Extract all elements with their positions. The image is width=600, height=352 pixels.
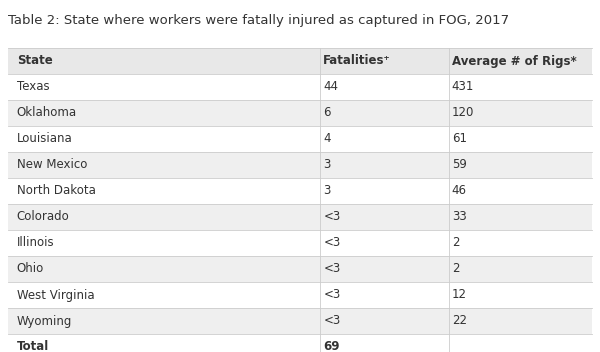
Bar	[8, 334, 592, 352]
Bar	[8, 282, 592, 308]
Bar	[8, 48, 592, 74]
Text: <3: <3	[323, 314, 341, 327]
Bar	[8, 178, 592, 204]
Text: Louisiana: Louisiana	[17, 132, 73, 145]
Text: 3: 3	[323, 184, 331, 197]
Bar	[8, 256, 592, 282]
Bar	[8, 230, 592, 256]
Text: North Dakota: North Dakota	[17, 184, 95, 197]
Text: 2: 2	[452, 263, 460, 276]
Text: 4: 4	[323, 132, 331, 145]
Text: West Virginia: West Virginia	[17, 289, 94, 302]
Text: 61: 61	[452, 132, 467, 145]
Text: 12: 12	[452, 289, 467, 302]
Text: Fatalities⁺: Fatalities⁺	[323, 55, 391, 68]
Text: 46: 46	[452, 184, 467, 197]
Text: Ohio: Ohio	[17, 263, 44, 276]
Text: Total: Total	[17, 340, 49, 352]
Text: 431: 431	[452, 81, 474, 94]
Text: Illinois: Illinois	[17, 237, 55, 250]
Bar	[8, 204, 592, 230]
Text: Texas: Texas	[17, 81, 49, 94]
Text: 2: 2	[452, 237, 460, 250]
Text: <3: <3	[323, 263, 341, 276]
Text: New Mexico: New Mexico	[17, 158, 87, 171]
Text: 59: 59	[452, 158, 467, 171]
Bar	[8, 74, 592, 100]
Text: <3: <3	[323, 289, 341, 302]
Text: 69: 69	[323, 340, 340, 352]
Text: Table 2: State where workers were fatally injured as captured in FOG, 2017: Table 2: State where workers were fatall…	[8, 14, 509, 27]
Text: 6: 6	[323, 107, 331, 119]
Text: <3: <3	[323, 210, 341, 224]
Bar	[8, 126, 592, 152]
Bar	[8, 100, 592, 126]
Text: Wyoming: Wyoming	[17, 314, 72, 327]
Text: Average # of Rigs*: Average # of Rigs*	[452, 55, 577, 68]
Text: State: State	[17, 55, 53, 68]
Text: <3: <3	[323, 237, 341, 250]
Bar	[8, 152, 592, 178]
Text: 22: 22	[452, 314, 467, 327]
Text: Oklahoma: Oklahoma	[17, 107, 77, 119]
Text: 120: 120	[452, 107, 474, 119]
Text: Colorado: Colorado	[17, 210, 70, 224]
Text: 33: 33	[452, 210, 467, 224]
Bar	[8, 308, 592, 334]
Text: 44: 44	[323, 81, 338, 94]
Text: 3: 3	[323, 158, 331, 171]
